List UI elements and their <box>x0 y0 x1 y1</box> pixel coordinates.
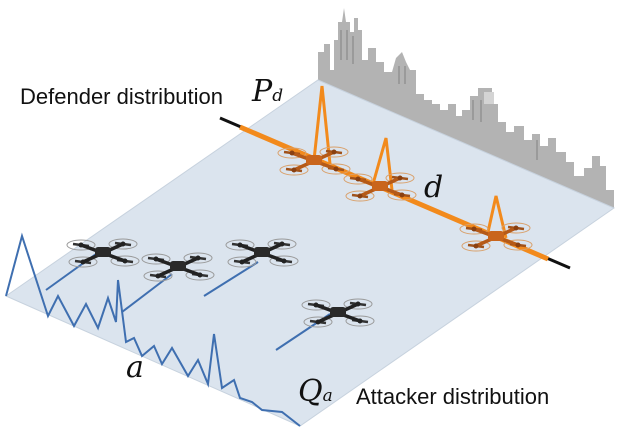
defender-distribution-peak <box>371 137 394 191</box>
attacker-distribution-curve <box>5 232 301 427</box>
ground-plane <box>4 79 616 427</box>
a-label: a <box>126 350 144 385</box>
q-subscript: a <box>322 386 333 406</box>
city-skyline-icon <box>318 8 614 208</box>
d-label: d <box>424 170 444 205</box>
attacker-distribution-label: Attacker distribution <box>356 384 550 409</box>
q-a-label: Qa <box>298 374 333 409</box>
p-symbol: P <box>252 74 273 109</box>
p-d-label: Pd <box>252 74 283 109</box>
attacker-trail <box>203 261 259 297</box>
p-subscript: d <box>272 86 284 106</box>
defender-distribution-peak <box>312 85 332 165</box>
q-symbol: Q <box>298 374 323 409</box>
defender-distribution-label: Defender distribution <box>20 84 224 109</box>
defender-distribution-peak <box>486 195 508 239</box>
